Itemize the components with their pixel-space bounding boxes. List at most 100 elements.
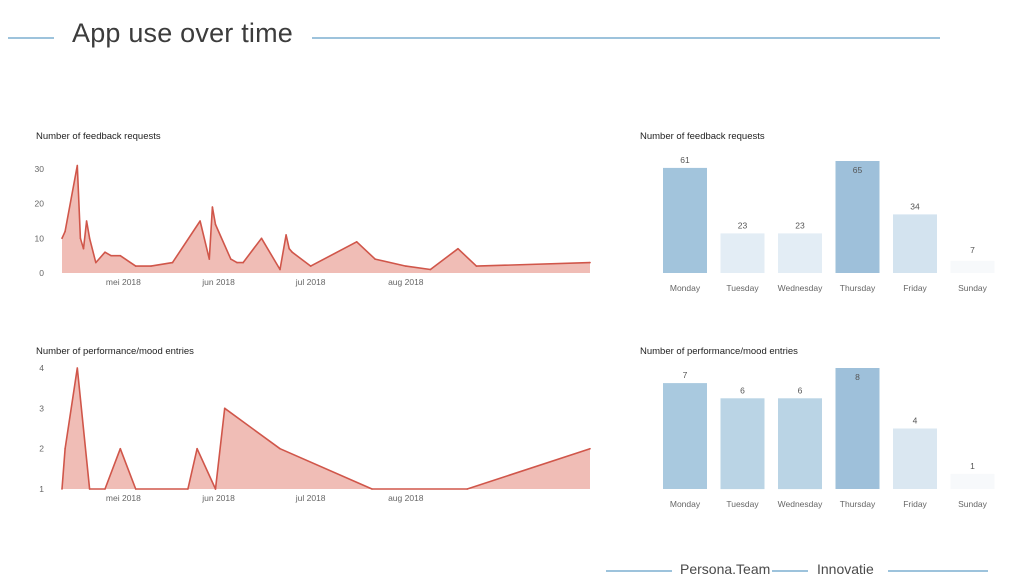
x-tick-label: jun 2018 <box>201 493 235 503</box>
x-tick-label: mei 2018 <box>106 277 141 287</box>
data-point <box>95 261 97 264</box>
footer-rule-right <box>888 570 988 572</box>
data-point <box>134 488 137 490</box>
y-tick-label: 20 <box>35 199 45 209</box>
area-line-0 <box>61 164 591 271</box>
category-label: Thursday <box>840 499 876 509</box>
data-point <box>589 261 591 264</box>
area-fill-0 <box>62 165 590 273</box>
x-tick-label: jul 2018 <box>295 277 326 287</box>
category-label: Monday <box>670 283 701 293</box>
bar-value-label: 23 <box>738 220 748 230</box>
bar-thursday <box>835 161 880 273</box>
bar-wednesday <box>778 233 822 273</box>
data-point <box>119 254 122 257</box>
y-tick-label: 30 <box>35 164 45 174</box>
y-tick-label: 1 <box>39 484 44 494</box>
bar-value-label: 6 <box>740 385 745 395</box>
x-tick-label: aug 2018 <box>388 277 424 287</box>
bar-tuesday <box>720 233 765 273</box>
data-point <box>104 251 106 253</box>
data-point <box>82 247 85 250</box>
data-point <box>457 247 459 250</box>
y-tick-label: 0 <box>39 268 44 278</box>
data-point <box>104 488 106 490</box>
category-label: Tuesday <box>726 283 759 293</box>
data-point <box>214 488 217 490</box>
data-point <box>230 258 232 260</box>
data-point <box>355 241 358 243</box>
data-point <box>85 220 88 222</box>
category-label: Monday <box>670 499 701 509</box>
category-label: Friday <box>903 499 927 509</box>
data-point <box>429 268 432 271</box>
x-tick-label: mei 2018 <box>106 493 141 503</box>
category-label: Friday <box>903 283 927 293</box>
data-point <box>371 488 373 490</box>
bar-value-label: 34 <box>910 201 920 211</box>
data-point <box>119 447 122 450</box>
bar-tuesday <box>720 398 765 490</box>
y-tick-label: 4 <box>39 363 44 373</box>
data-point <box>288 247 291 250</box>
bar-value-label: 4 <box>913 416 918 426</box>
bar-monday <box>663 167 707 273</box>
data-point <box>211 206 214 208</box>
bar-value-label: 65 <box>853 165 863 175</box>
bar-value-label: 7 <box>970 245 975 255</box>
x-tick-label: jun 2018 <box>201 277 235 287</box>
bar-value-label: 6 <box>798 385 803 395</box>
data-point <box>150 265 152 267</box>
y-tick-label: 2 <box>39 444 44 454</box>
data-point <box>110 254 112 257</box>
data-point <box>466 488 469 490</box>
category-label: Sunday <box>958 499 988 509</box>
footer-rule-middle <box>772 570 808 572</box>
data-point <box>134 265 137 267</box>
y-tick-label: 10 <box>35 233 45 243</box>
chart-title-mood-weekday: Number of performance/mood entries <box>640 346 798 357</box>
data-point <box>291 251 294 253</box>
data-point <box>374 258 376 260</box>
data-point <box>279 447 281 450</box>
bar-friday <box>893 428 937 489</box>
bar-thursday <box>835 368 880 489</box>
bar-value-label: 8 <box>855 372 860 382</box>
data-point <box>260 237 263 240</box>
bar-sunday <box>950 260 995 273</box>
data-point <box>61 488 63 490</box>
data-point <box>171 261 174 264</box>
data-point <box>76 164 79 167</box>
data-point <box>88 488 91 490</box>
bar-value-label: 7 <box>683 370 688 380</box>
data-point <box>475 265 478 267</box>
data-point <box>88 237 91 240</box>
bar-friday <box>893 214 937 273</box>
data-point <box>79 237 82 240</box>
data-point <box>61 237 63 240</box>
data-point <box>223 407 226 410</box>
data-point <box>76 367 79 369</box>
data-point <box>589 447 591 450</box>
data-point <box>199 220 201 222</box>
data-point <box>214 223 217 226</box>
y-tick-label: 3 <box>39 403 44 413</box>
page-title: App use over time <box>72 18 294 48</box>
data-point <box>405 265 407 267</box>
footer-section: Innovatie <box>817 561 874 577</box>
data-point <box>196 447 198 450</box>
category-label: Sunday <box>958 283 988 293</box>
bar-sunday <box>950 473 995 489</box>
data-point <box>309 265 312 267</box>
data-point <box>242 261 244 264</box>
data-point <box>208 258 211 260</box>
chart-title-feedback-timeline: Number of feedback requests <box>36 131 161 142</box>
footer-brand: Persona.Team <box>680 561 771 577</box>
bar-monday <box>663 383 707 489</box>
x-tick-label: jul 2018 <box>295 493 326 503</box>
category-label: Thursday <box>840 283 876 293</box>
data-point <box>64 230 66 233</box>
chart-title-mood-timeline: Number of performance/mood entries <box>36 346 194 357</box>
category-label: Wednesday <box>778 283 823 293</box>
